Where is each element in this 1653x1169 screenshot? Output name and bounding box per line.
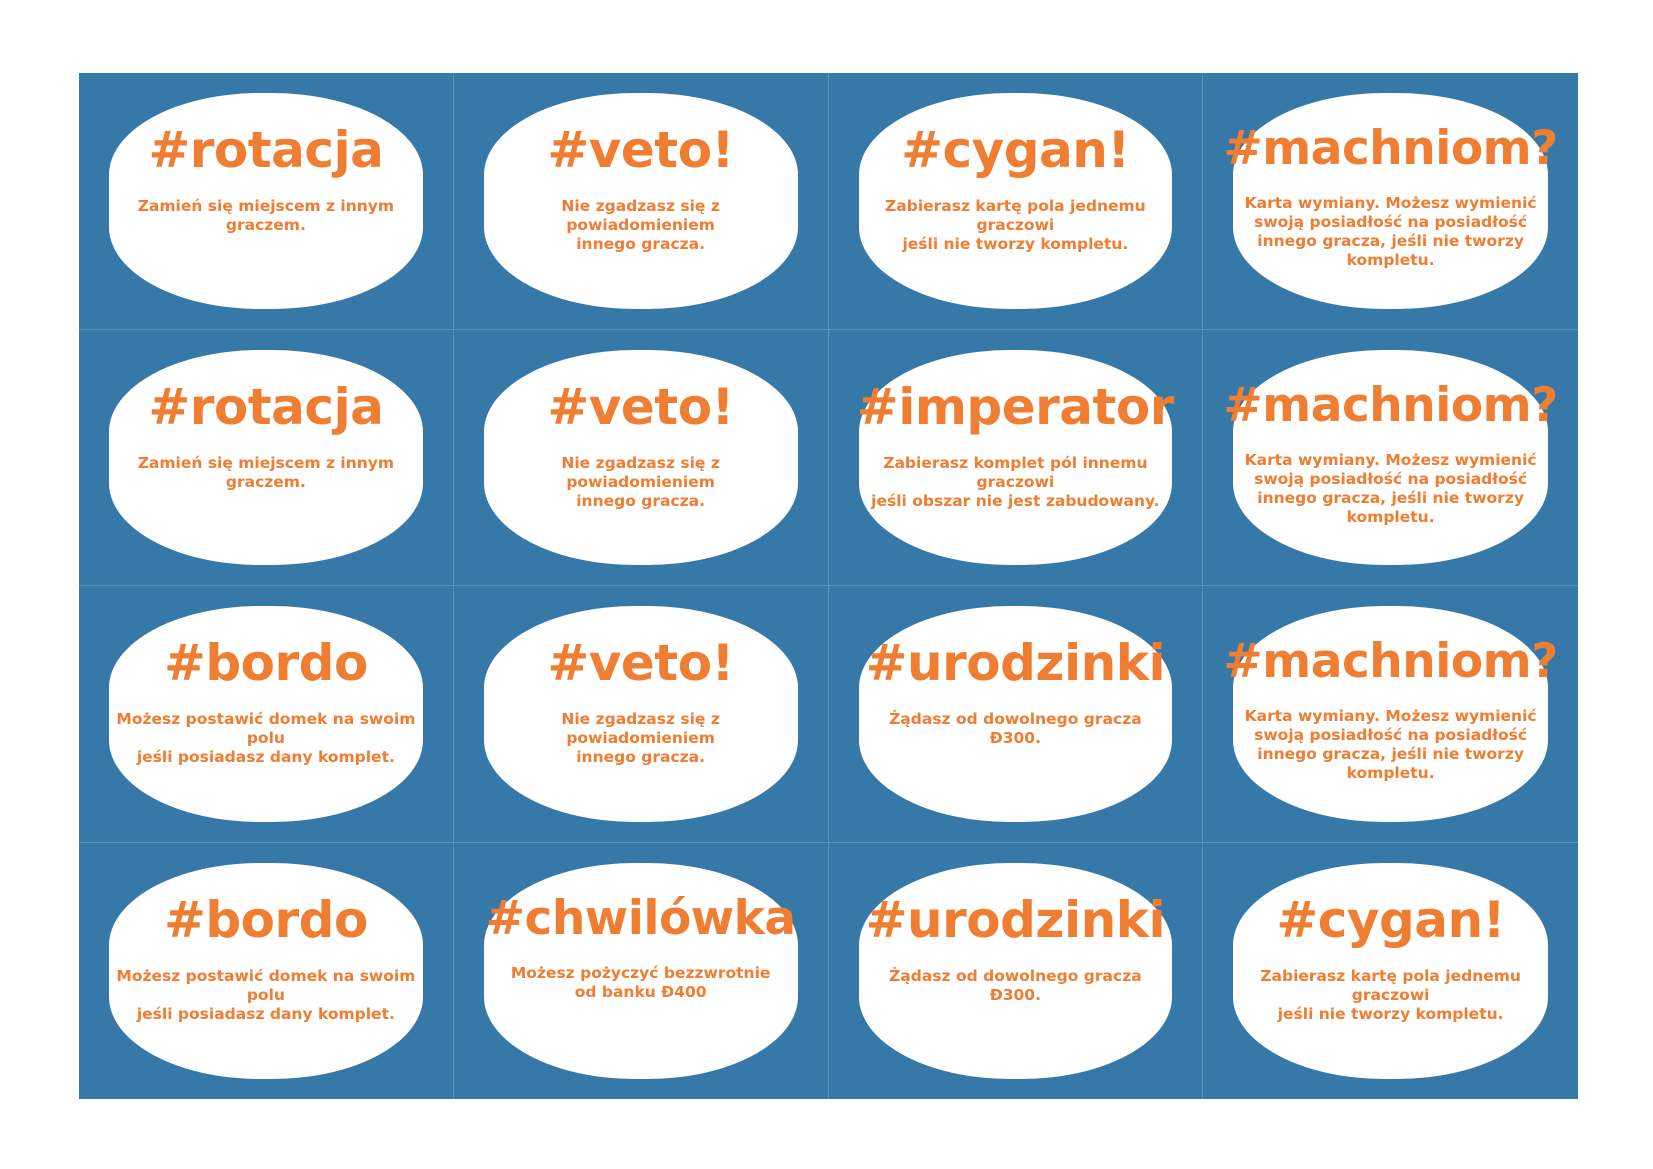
card-description: Nie zgadzasz się z powiadomieniem innego… [561,453,720,510]
card-title: #machniom? [1223,121,1558,176]
card-description: Żądasz od dowolnego gracza Ð300. [889,710,1142,747]
card[interactable]: #urodzinki Żądasz od dowolnego gracza Ð30… [858,862,1173,1079]
card-title: #chwilówka [485,890,797,946]
card-cell: #imperator Zabierasz komplet pól innemu g… [828,329,1204,586]
card-title: #imperator [856,377,1175,436]
card-description: Karta wymiany. Możesz wymienić swoją pos… [1244,450,1537,526]
card-title: #rotacja [148,377,384,436]
card-title: #veto! [547,377,734,436]
card-cell: #veto! Nie zgadzasz się z powiadomieniem … [453,586,829,843]
card-cell: #urodzinki Żądasz od dowolnego gracza Ð30… [828,586,1204,843]
card-description: Możesz pożyczyć bezzwrotnie od banku Ð40… [510,963,771,1001]
card-sheet: #rotacja Zamień się miejscem z innym grac… [79,73,1578,1099]
card-cell: #veto! Nie zgadzasz się z powiadomieniem … [453,329,829,586]
card[interactable]: #veto! Nie zgadzasz się z powiadomieniem … [483,349,798,565]
card-cell: #veto! Nie zgadzasz się z powiadomieniem … [453,73,829,330]
card-title: #rotacja [148,121,384,179]
card[interactable]: #machniom? Karta wymiany. Możesz wymienić… [1223,349,1558,565]
card[interactable]: #rotacja Zamień się miejscem z innym grac… [109,93,423,309]
card-title: #veto! [547,121,734,179]
card-title: #machniom? [1223,634,1558,689]
card-description: Karta wymiany. Możesz wymienić swoją pos… [1244,707,1537,782]
card-description: Nie zgadzasz się z powiadomieniem innego… [561,197,720,253]
card-title: #cygan! [901,121,1130,179]
card-title: #veto! [547,634,734,692]
card-description: Zabierasz kartę pola jednemu graczowi je… [885,197,1146,253]
card-cell: #cygan! Zabierasz kartę pola jednemu grac… [1203,843,1578,1100]
card-title: #cygan! [1276,890,1505,949]
card-description: Zabierasz kartę pola jednemu graczowi je… [1260,966,1521,1023]
card-title: #urodzinki [865,890,1166,949]
card-title: #urodzinki [865,634,1166,692]
card-description: Zabierasz komplet pól innemu graczowi je… [871,453,1160,510]
card-description: Zamień się miejscem z innym graczem. [137,197,395,234]
card[interactable]: #urodzinki Żądasz od dowolnego gracza Ð30… [858,606,1173,822]
card[interactable]: #machniom? Karta wymiany. Możesz wymienić… [1223,93,1558,309]
card-description: Żądasz od dowolnego gracza Ð300. [889,966,1142,1004]
card-description: Możesz postawić domek na swoim polu jeśl… [116,966,416,1023]
card-cell: #machniom? Karta wymiany. Możesz wymienić… [1203,330,1578,586]
card-description: Możesz postawić domek na swoim polu jeśl… [116,710,416,766]
card-description: Nie zgadzasz się z powiadomieniem innego… [561,710,720,766]
card-cell: #machniom? Karta wymiany. Możesz wymienić… [1203,73,1578,330]
card[interactable]: #cygan! Zabierasz kartę pola jednemu grac… [1233,862,1548,1079]
card[interactable]: #machniom? Karta wymiany. Możesz wymienić… [1223,606,1558,822]
card[interactable]: #bordo Możesz postawić domek na swoim pol… [109,606,423,822]
card[interactable]: #veto! Nie zgadzasz się z powiadomieniem … [483,93,798,309]
card-cell: #cygan! Zabierasz kartę pola jednemu grac… [828,73,1204,330]
card[interactable]: #bordo Możesz postawić domek na swoim pol… [109,862,423,1079]
card[interactable]: #cygan! Zabierasz kartę pola jednemu grac… [858,93,1173,309]
card-description: Karta wymiany. Możesz wymienić swoją pos… [1244,194,1537,269]
card-cell: #machniom? Karta wymiany. Możesz wymienić… [1203,586,1578,843]
card-cell: #rotacja Zamień się miejscem z innym grac… [79,73,454,330]
card[interactable]: #rotacja Zamień się miejscem z innym grac… [109,349,423,565]
card-cell: #chwilówka Możesz pożyczyć bezzwrotnie od… [454,842,829,1099]
card[interactable]: #veto! Nie zgadzasz się z powiadomieniem … [483,606,798,822]
card-title: #bordo [163,890,368,949]
card[interactable]: #imperator Zabierasz komplet pól innemu g… [856,349,1175,565]
card-title: #bordo [163,634,368,692]
card[interactable]: #chwilówka Możesz pożyczyć bezzwrotnie od… [483,862,798,1079]
card-cell: #rotacja Zamień się miejscem z innym grac… [79,329,454,586]
card-title: #machniom? [1223,377,1558,433]
card-cell: #urodzinki Żądasz od dowolnego gracza Ð30… [829,842,1204,1099]
card-description: Zamień się miejscem z innym graczem. [137,453,395,491]
card-cell: #bordo Możesz postawić domek na swoim pol… [79,586,454,843]
card-cell: #bordo Możesz postawić domek na swoim pol… [79,842,454,1099]
